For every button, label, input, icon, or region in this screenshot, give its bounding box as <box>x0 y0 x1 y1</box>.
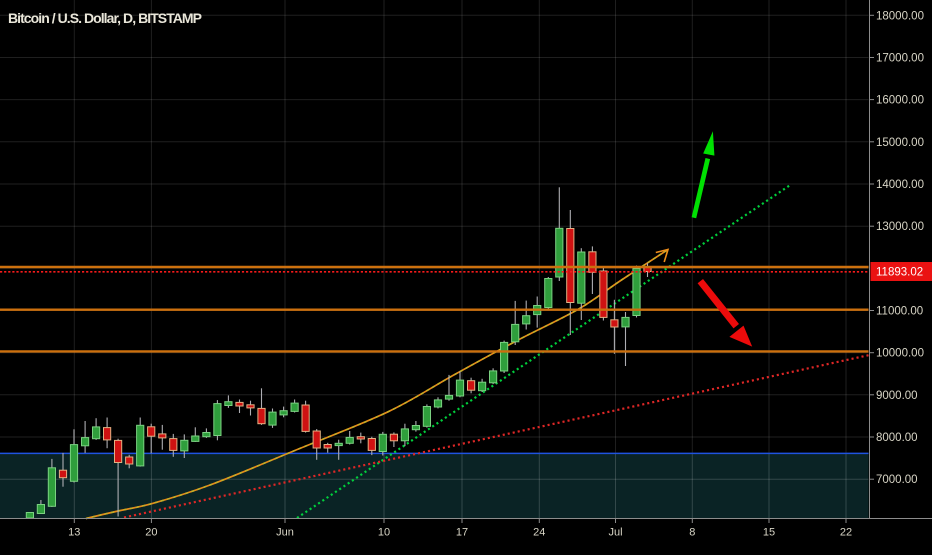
svg-text:8: 8 <box>689 527 695 539</box>
svg-text:20: 20 <box>145 527 157 539</box>
svg-text:18000.00: 18000.00 <box>876 10 924 22</box>
svg-text:15: 15 <box>763 527 775 539</box>
svg-text:13000.00: 13000.00 <box>876 221 924 233</box>
svg-text:Jul: Jul <box>608 527 622 539</box>
svg-text:11000.00: 11000.00 <box>876 306 923 318</box>
svg-text:11893.02: 11893.02 <box>876 267 923 279</box>
svg-text:10: 10 <box>378 527 390 539</box>
svg-text:15000.00: 15000.00 <box>876 137 924 149</box>
svg-text:10000.00: 10000.00 <box>876 348 924 360</box>
svg-text:17: 17 <box>456 527 468 539</box>
svg-text:7000.00: 7000.00 <box>876 474 918 486</box>
svg-text:22: 22 <box>840 527 852 539</box>
svg-text:Bitcoin / U.S. Dollar, D, BITS: Bitcoin / U.S. Dollar, D, BITSTAMP <box>8 10 202 26</box>
svg-text:24: 24 <box>533 527 545 539</box>
svg-text:17000.00: 17000.00 <box>876 53 924 65</box>
svg-text:13: 13 <box>68 527 80 539</box>
svg-text:14000.00: 14000.00 <box>876 179 924 191</box>
svg-text:Jun: Jun <box>276 527 294 539</box>
svg-text:9000.00: 9000.00 <box>876 390 918 402</box>
svg-text:16000.00: 16000.00 <box>876 95 924 107</box>
svg-text:8000.00: 8000.00 <box>876 432 918 444</box>
